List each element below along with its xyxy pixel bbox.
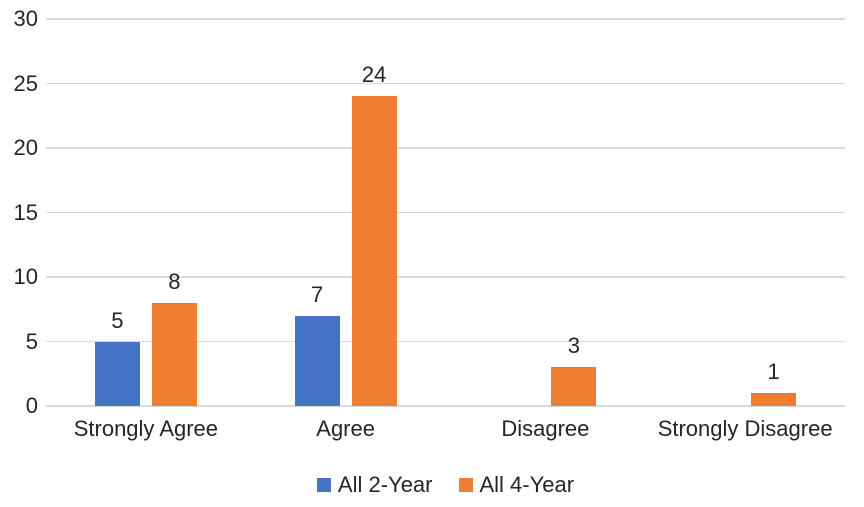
gridline-30	[46, 18, 845, 20]
y-tick-label-5: 5	[25, 328, 38, 354]
gridline-25	[46, 82, 845, 85]
data-label-all-4-year-disagree: 3	[567, 333, 580, 359]
legend-swatch-all-4-year	[458, 478, 473, 492]
bar-all-4-year-strongly-disagree	[751, 393, 797, 406]
legend-swatch-all-2-year	[316, 478, 331, 492]
legend-label-all-4-year: All 4-Year	[479, 472, 575, 497]
data-label-all-2-year-agree: 7	[311, 281, 324, 307]
y-tick-label-0: 0	[25, 393, 38, 418]
x-category-label-strongly-disagree: Strongly Disagree	[657, 416, 833, 441]
y-tick-label-15: 15	[13, 199, 38, 225]
gridline-10	[46, 276, 845, 278]
chart-legend: All 2-Year All 4-Year	[46, 472, 845, 498]
y-tick-label-30: 30	[13, 6, 38, 31]
data-label-all-4-year-strongly-agree: 8	[168, 268, 181, 294]
y-tick-label-10: 10	[13, 264, 38, 289]
bar-all-4-year-strongly-agree	[151, 302, 197, 406]
x-category-label-agree: Agree	[316, 416, 375, 441]
x-category-label-disagree: Disagree	[501, 416, 590, 441]
gridline-0	[46, 405, 845, 407]
gridline-5	[46, 340, 845, 343]
gridline-15	[46, 211, 845, 214]
gridline-20	[46, 147, 845, 149]
y-tick-label-25: 25	[13, 70, 38, 96]
bar-all-2-year-strongly-agree	[94, 341, 140, 406]
x-category-label-strongly-agree: Strongly Agree	[73, 416, 219, 441]
bar-all-4-year-agree	[351, 96, 397, 406]
data-label-all-4-year-agree: 24	[361, 62, 387, 88]
data-label-all-4-year-strongly-disagree: 1	[767, 359, 780, 385]
bar-all-4-year-disagree	[551, 367, 597, 406]
bar-all-2-year-agree	[294, 315, 340, 406]
data-label-all-2-year-strongly-agree: 5	[111, 307, 124, 333]
plot-area: 5 7 8 24 3 1	[46, 18, 845, 407]
legend-item-all-4-year: All 4-Year	[458, 472, 575, 498]
legend-label-all-2-year: All 2-Year	[337, 472, 433, 497]
legend-item-all-2-year: All 2-Year	[316, 472, 433, 498]
y-tick-label-20: 20	[13, 135, 38, 160]
